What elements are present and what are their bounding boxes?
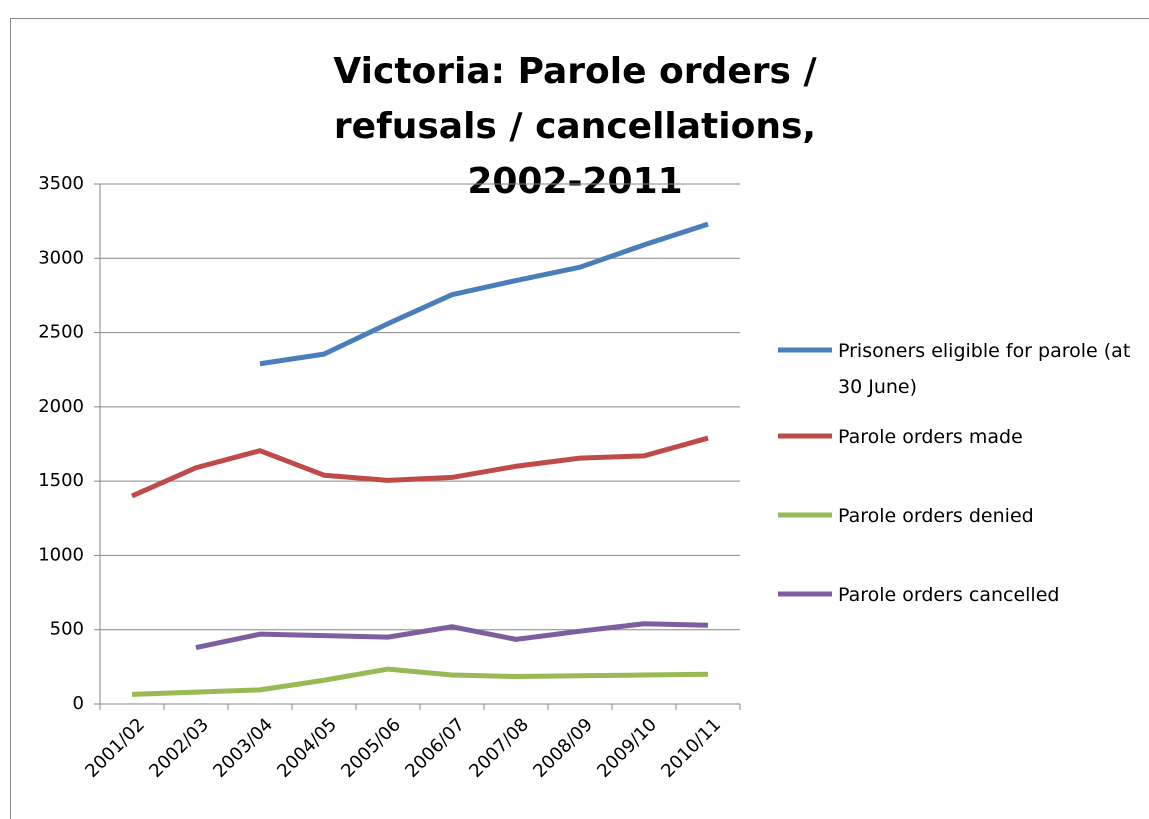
series-line [130,435,709,499]
y-tick-label: 1500 [38,470,84,491]
y-tick-label: 500 [50,619,84,640]
series-line [131,666,709,697]
chart-border [10,18,1149,819]
y-tick-label: 3000 [38,247,84,268]
y-tick-label: 3500 [38,173,84,194]
y-tick-label: 0 [73,693,84,714]
legend-label: Prisoners eligible for parole (at 30 June… [838,340,1130,398]
legend-label: Parole orders made [838,426,1023,448]
legend-label: Parole orders cancelled [838,584,1059,606]
chart-title: Victoria: Parole orders / refusals / canc… [333,51,817,202]
legend-label: Parole orders denied [838,505,1034,527]
y-tick-label: 1000 [38,544,84,565]
series-line [259,221,709,367]
series-line [195,621,709,650]
y-tick-label: 2000 [38,396,84,417]
y-tick-label: 2500 [38,322,84,343]
